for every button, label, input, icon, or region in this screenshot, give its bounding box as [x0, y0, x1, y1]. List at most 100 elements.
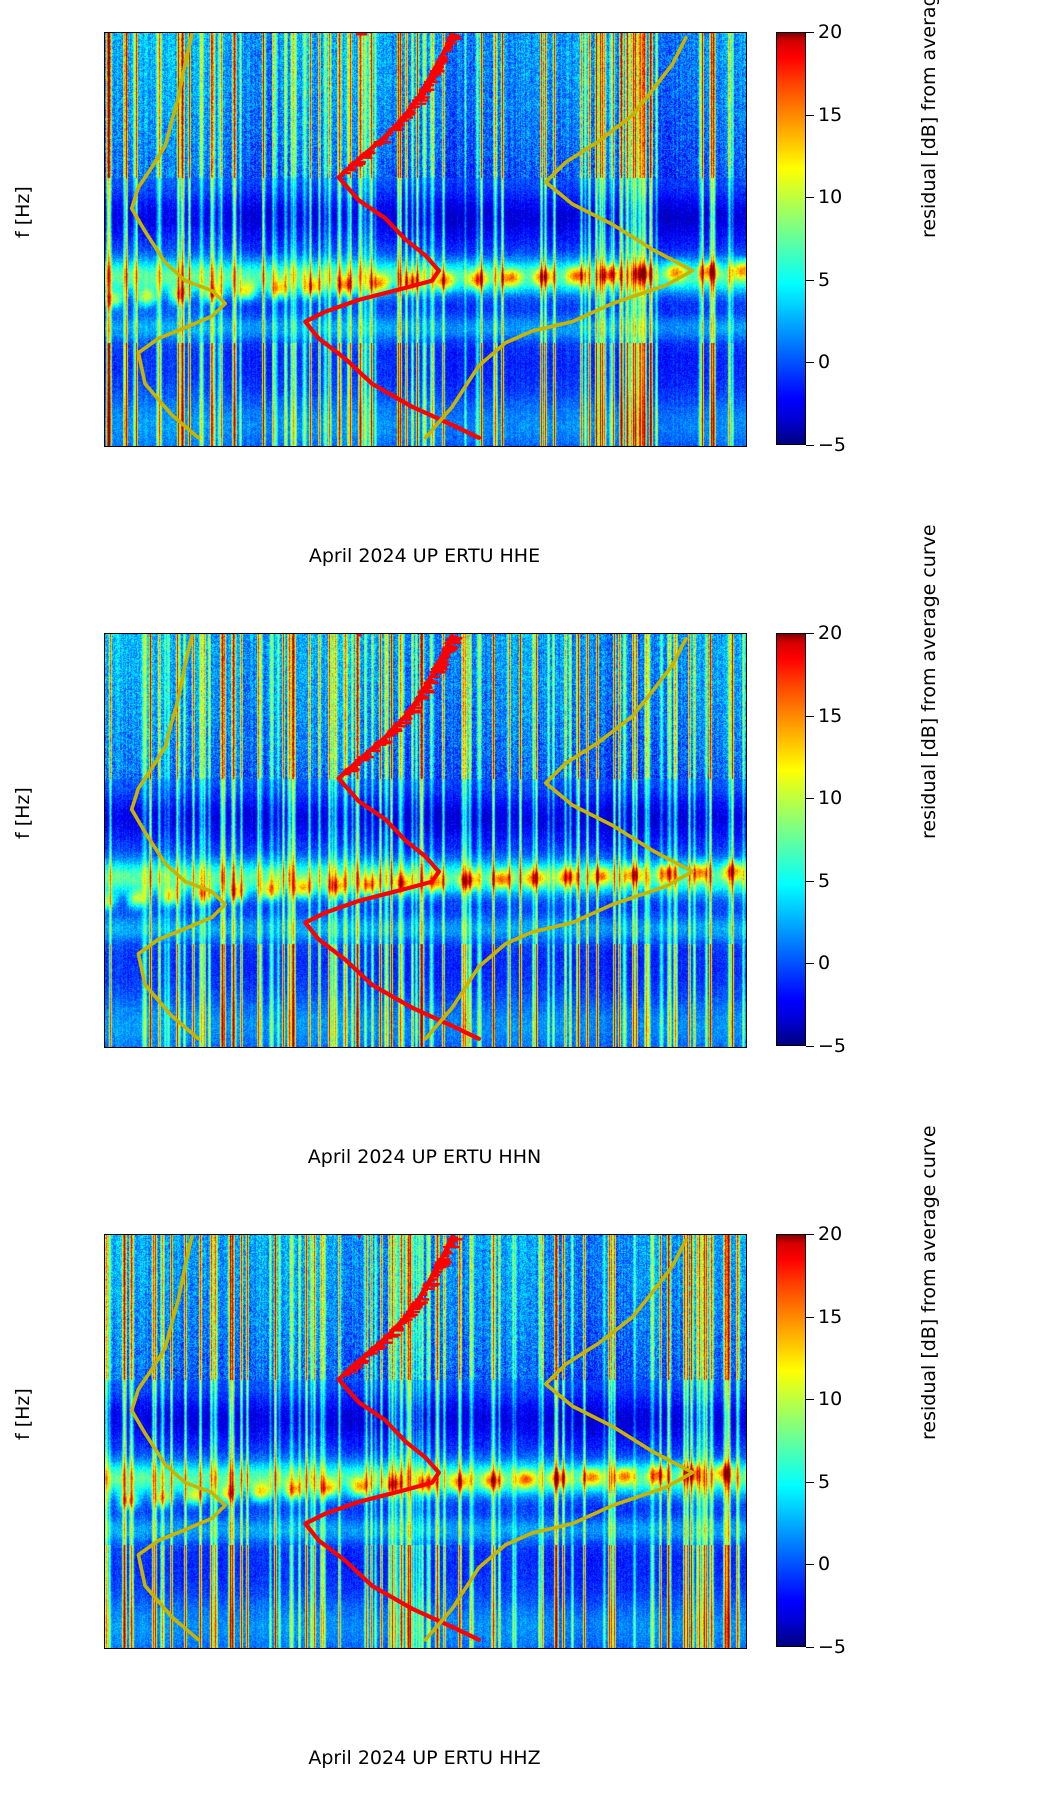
colorbar-tick — [806, 32, 814, 33]
y-axis-tick — [104, 913, 105, 914]
psd-hourly-scatter — [341, 33, 462, 175]
psd-red-curve — [303, 33, 482, 440]
x-axis-tick — [661, 446, 662, 447]
x-axis-tick — [190, 446, 191, 447]
y-axis-minor-tick — [104, 431, 105, 432]
y-axis-minor-tick — [104, 675, 105, 676]
db-axis-tick — [158, 633, 160, 634]
colorbar-tick — [806, 1316, 814, 1318]
colorbar: 20 15 10 5 0 −5 — [776, 1223, 846, 1658]
x-axis-tick — [276, 1648, 277, 1649]
y-axis-minor-tick — [104, 281, 105, 282]
y-axis-minor-tick — [104, 343, 105, 344]
colorbar: 20 15 10 5 0 −5 — [776, 21, 846, 456]
y-axis-minor-tick — [104, 778, 105, 779]
y-axis-minor-tick — [104, 1568, 105, 1569]
y-axis-tick — [104, 415, 105, 416]
overlay-curves — [129, 33, 695, 440]
psd-red-curve — [303, 634, 482, 1041]
y-axis-title: f [Hz] — [12, 1388, 34, 1440]
panel-title: April 2024 UP ERTU HHE — [308, 545, 541, 567]
y-axis-minor-tick — [104, 944, 105, 945]
y-axis-minor-tick — [104, 722, 105, 723]
y-axis-minor-tick — [104, 917, 105, 918]
colorbar-tick-label: 20 — [818, 1223, 843, 1245]
y-axis-minor-tick — [104, 1312, 105, 1313]
db-axis-tick — [426, 1234, 428, 1235]
y-axis-minor-tick — [104, 634, 105, 635]
colorbar-tick — [806, 1046, 814, 1047]
colorbar-tick-label: 15 — [818, 1305, 843, 1328]
y-axis-minor-tick — [104, 1338, 105, 1339]
x-axis-tick — [361, 1047, 362, 1048]
colorbar-gradient — [776, 1234, 806, 1647]
x-axis-tick — [276, 1047, 277, 1048]
colorbar-tick-label: 20 — [818, 622, 843, 644]
db-axis-tick — [292, 633, 294, 634]
x-axis-tick — [618, 1648, 619, 1649]
y-axis-minor-tick — [104, 224, 105, 225]
x-axis-tick — [490, 446, 491, 447]
y-axis-minor-tick — [104, 250, 105, 251]
y-axis-minor-tick — [104, 1426, 105, 1427]
y-axis-minor-tick — [104, 1032, 105, 1033]
colorbar-tick — [806, 880, 814, 882]
y-axis-minor-tick — [104, 115, 105, 116]
y-axis-tick — [104, 1307, 105, 1308]
y-axis-minor-tick — [104, 819, 105, 820]
colorbar-tick-label: 15 — [818, 103, 843, 126]
panel-title: April 2024 UP ERTU HHN — [307, 1146, 542, 1168]
y-axis-tick — [104, 208, 105, 209]
y-axis-minor-tick — [104, 1330, 105, 1331]
y-axis-minor-tick — [104, 1622, 105, 1623]
y-axis-tick — [104, 105, 105, 106]
nlnm-yellow-curve — [129, 1235, 227, 1642]
x-axis-tick — [105, 1047, 106, 1048]
x-axis-tick — [490, 1648, 491, 1649]
colorbar-tick-label: 10 — [818, 787, 843, 810]
y-axis-minor-tick — [104, 644, 105, 645]
x-axis-tick — [532, 1047, 533, 1048]
y-axis-minor-tick — [104, 1348, 105, 1349]
y-axis-minor-tick — [104, 1452, 105, 1453]
db-axis-tick — [426, 633, 428, 634]
y-axis-minor-tick — [104, 1518, 105, 1519]
y-axis-minor-tick — [104, 43, 105, 44]
x-axis-tick — [490, 1047, 491, 1048]
x-axis-tick — [190, 1648, 191, 1649]
colorbar-title: residual [dB] from average curve — [918, 1125, 940, 1440]
y-axis-minor-tick — [104, 1555, 105, 1556]
x-axis-tick — [575, 1047, 576, 1048]
db-axis-tick — [158, 1234, 160, 1235]
y-axis-minor-tick — [104, 1433, 105, 1434]
spectrogram-panel: 10110010−110−213579111315171921232527293… — [0, 524, 1052, 1181]
colorbar-tick-label: −5 — [818, 434, 847, 456]
x-axis-tick — [618, 1047, 619, 1048]
y-axis-minor-tick — [104, 729, 105, 730]
db-axis-tick — [559, 32, 561, 33]
y-axis-minor-tick — [104, 328, 105, 329]
db-axis-tick — [693, 32, 695, 33]
y-axis-minor-tick — [104, 322, 105, 323]
y-axis-minor-tick — [104, 1235, 105, 1236]
nlnm-yellow-curve — [129, 33, 227, 440]
colorbar-gradient — [776, 32, 806, 445]
y-axis-minor-tick — [104, 832, 105, 833]
y-axis-minor-tick — [104, 716, 105, 717]
x-axis-tick — [447, 446, 448, 447]
overlay-curves — [129, 634, 695, 1041]
colorbar-tick-label: 0 — [818, 952, 831, 975]
colorbar-tick — [806, 362, 814, 364]
x-axis-tick — [105, 1648, 106, 1649]
y-axis-minor-tick — [104, 1026, 105, 1027]
y-axis-minor-tick — [104, 1483, 105, 1484]
y-axis-minor-tick — [104, 1317, 105, 1318]
y-axis-minor-tick — [104, 446, 105, 447]
y-axis-minor-tick — [104, 1464, 105, 1465]
y-axis-minor-tick — [104, 33, 105, 34]
y-axis-minor-tick — [104, 353, 105, 354]
colorbar-tick — [806, 197, 814, 199]
x-axis-tick — [575, 1648, 576, 1649]
x-axis-tick — [404, 1648, 405, 1649]
colorbar-tick — [806, 1564, 814, 1566]
